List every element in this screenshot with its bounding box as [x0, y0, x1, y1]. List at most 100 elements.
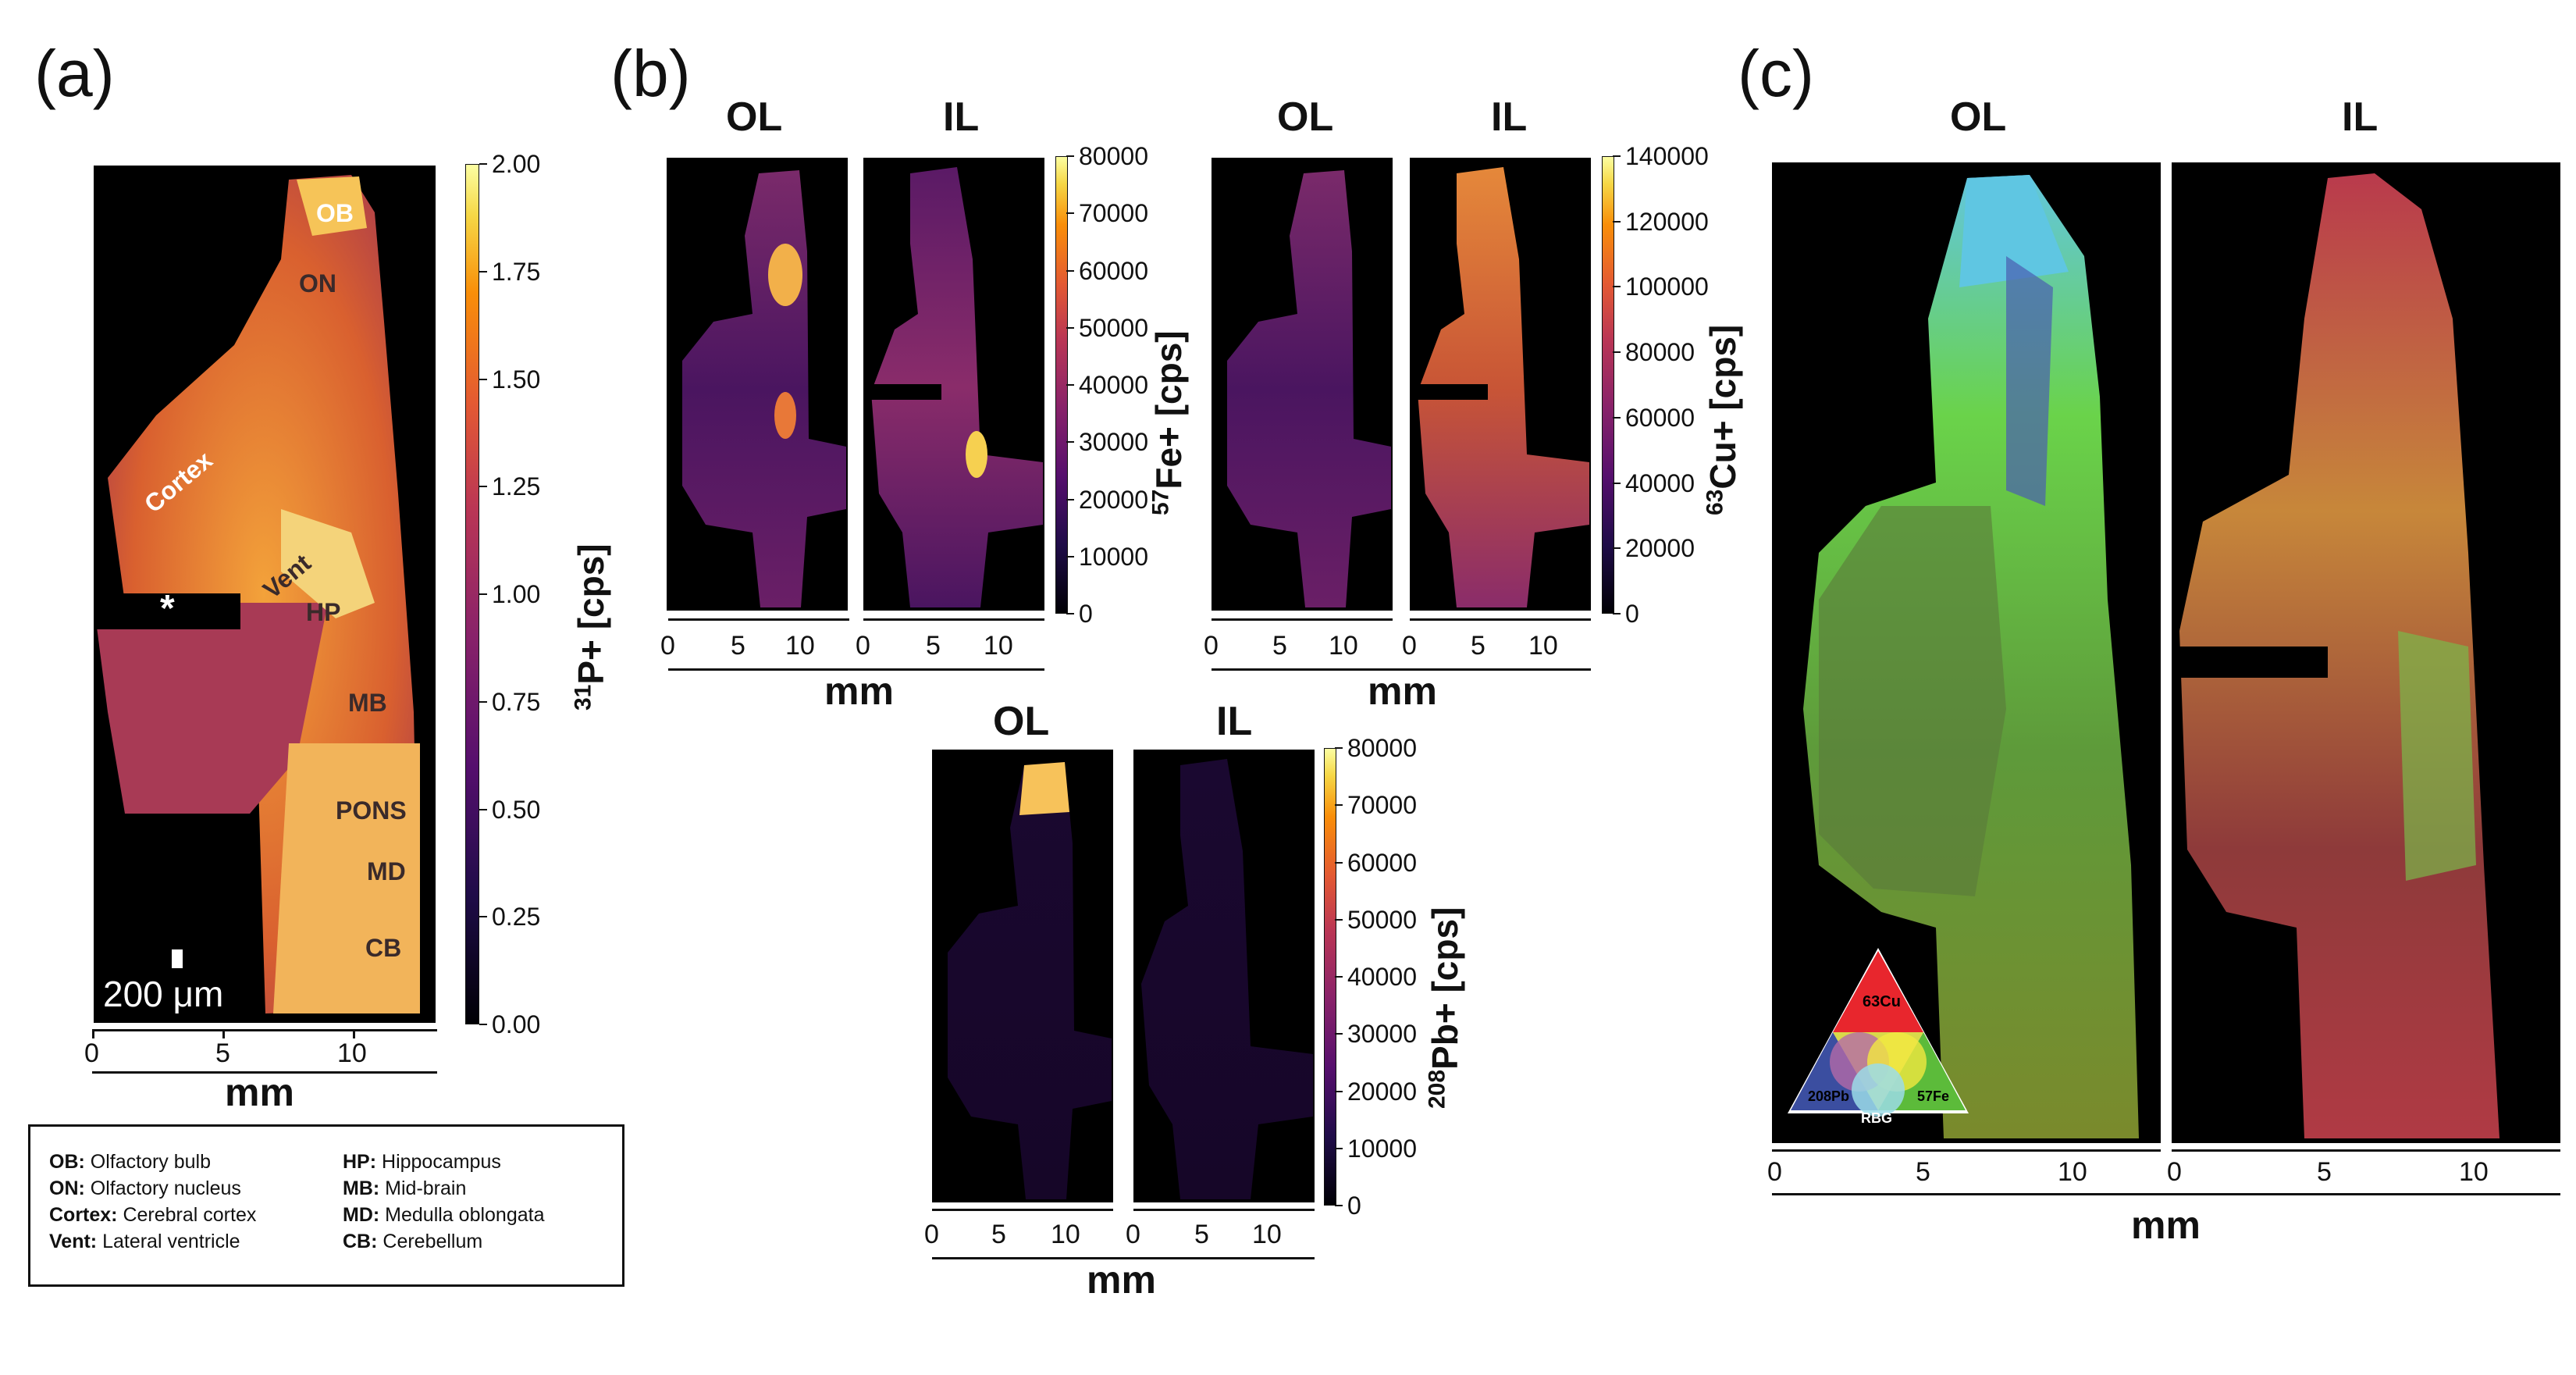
cu-ol-x-axis [1212, 618, 1393, 621]
fe-colorbar-ticks: 80000 70000 60000 50000 40000 30000 20000 10000… [1066, 142, 1165, 628]
pb-ol-x-axis [932, 1209, 1113, 1211]
panel-a-colorbar-label: 31P+ [cps] [570, 543, 611, 711]
cu-tick: 5 [1471, 631, 1485, 661]
cu-il-x-axis [1410, 618, 1591, 621]
pb-tick: 0 [1126, 1220, 1140, 1249]
colorbar-tick-mark [1066, 441, 1074, 443]
colorbar-tick-label: 70000 [1347, 791, 1417, 820]
colorbar-tick-label: 0.50 [492, 795, 541, 824]
colorbar-tick-label: 10000 [1079, 542, 1148, 571]
colorbar-tick-mark [1335, 1090, 1343, 1092]
cu-colorbar [1602, 156, 1614, 614]
legend-item: HP: Hippocampus [343, 1151, 501, 1173]
legend-item: Cortex: Cerebral cortex [49, 1204, 257, 1226]
region-md: MD [367, 857, 406, 885]
cu-il-image [1410, 158, 1591, 611]
colorbar-tick-mark [1335, 861, 1343, 864]
colorbar-tick-mark [479, 1024, 487, 1025]
colorbar-tick-mark [1066, 326, 1074, 329]
region-pons: PONS [336, 796, 407, 825]
c-header-il: IL [2342, 94, 2379, 140]
pb-colorbar-ticks: 80000 70000 60000 50000 40000 30000 20000 10000… [1335, 734, 1433, 1220]
cu-colorbar-label: 63Cu+ [cps] [1702, 324, 1743, 515]
colorbar-tick-label: 60000 [1079, 256, 1148, 285]
colorbar-tick-label: 100000 [1625, 273, 1709, 301]
pb-tick: 10 [1051, 1220, 1080, 1249]
panel-a-tick-label-0: 0 [84, 1038, 99, 1068]
fe-ol-x-axis [668, 618, 849, 621]
panel-a-tick-0 [92, 1029, 94, 1038]
fe-tick: 0 [660, 631, 675, 661]
colorbar-tick-mark [1335, 1147, 1343, 1149]
asterisk-mark: * [160, 588, 175, 629]
c-tick: 5 [1916, 1157, 1930, 1187]
colorbar-tick-mark [479, 593, 487, 595]
colorbar-tick-label: 20000 [1079, 485, 1148, 514]
colorbar-tick-label: 30000 [1079, 428, 1148, 457]
pb-header-il: IL [1216, 699, 1253, 744]
c-ol-x-axis [1772, 1149, 2161, 1152]
colorbar-tick-mark [1613, 613, 1621, 614]
colorbar-tick-mark [1613, 220, 1621, 223]
colorbar-tick-mark [479, 808, 487, 810]
colorbar-tick-mark [1335, 747, 1343, 749]
cu-x-title: mm [1368, 669, 1437, 713]
colorbar-tick-mark [1613, 286, 1621, 288]
cu-tick: 0 [1204, 631, 1219, 661]
c-mm-bar [1772, 1193, 2560, 1195]
colorbar-tick-label: 0.75 [492, 687, 541, 716]
colorbar-tick-label: 20000 [1347, 1077, 1417, 1106]
colorbar-tick-label: 60000 [1625, 403, 1695, 432]
legend-col2: HP: Hippocampus MB: Mid-brain MD: Medull… [343, 1149, 545, 1255]
colorbar-tick-label: 0 [1625, 600, 1639, 628]
fe-ol-image [667, 158, 848, 611]
panel-c-label: (c) [1738, 37, 1814, 110]
colorbar-tick-label: 40000 [1625, 468, 1695, 497]
fe-il-image [863, 158, 1044, 611]
colorbar-tick-mark [1066, 155, 1074, 157]
legend-col1: OB: Olfactory bulb ON: Olfactory nucleus… [49, 1149, 256, 1255]
panel-a-x-axis [92, 1029, 437, 1031]
cu-tick: 10 [1329, 631, 1358, 661]
colorbar-tick-label: 1.75 [492, 257, 541, 286]
colorbar-tick-mark [479, 486, 487, 488]
fe-header-il: IL [943, 94, 980, 140]
colorbar-tick-label: 0.00 [492, 1010, 541, 1038]
legend-item: MD: Medulla oblongata [343, 1204, 545, 1226]
region-mb: MB [348, 689, 387, 717]
c-tick: 10 [2058, 1157, 2087, 1187]
colorbar-tick-mark [1335, 918, 1343, 921]
legend-item: OB: Olfactory bulb [49, 1151, 212, 1173]
fe-x-title: mm [824, 669, 894, 713]
colorbar-tick-label: 1.50 [492, 365, 541, 394]
fe-colorbar-label: 57Fe+ [cps] [1147, 330, 1189, 515]
c-tick: 0 [2167, 1157, 2182, 1187]
colorbar-tick-label: 2.00 [492, 150, 541, 178]
legend-item: MB: Mid-brain [343, 1177, 467, 1199]
panel-a-x-title: mm [225, 1070, 294, 1114]
colorbar-tick-label: 0 [1347, 1192, 1361, 1220]
fe-tick: 0 [856, 631, 870, 661]
fe-header-ol: OL [726, 94, 783, 140]
colorbar-tick-mark [1335, 1033, 1343, 1035]
c-tick: 0 [1767, 1157, 1782, 1187]
colorbar-tick-mark [1066, 269, 1074, 272]
rgb-triangle: 63Cu 208Pb 57Fe RBG [1784, 945, 1972, 1126]
pb-tick: 10 [1252, 1220, 1282, 1249]
panel-a-mm-bar [92, 1071, 437, 1074]
c-ol-image [1772, 162, 2161, 1143]
panel-a-tick-10 [353, 1029, 355, 1038]
pb-colorbar [1324, 748, 1336, 1206]
region-hp: HP [306, 598, 341, 626]
pb-tick: 0 [924, 1220, 939, 1249]
c-tick: 5 [2317, 1157, 2332, 1187]
fe-tick: 10 [984, 631, 1013, 661]
colorbar-tick-mark [479, 163, 487, 165]
colorbar-tick-mark [479, 270, 487, 273]
colorbar-tick-mark [1613, 155, 1621, 157]
c-x-title: mm [2131, 1203, 2201, 1247]
colorbar-tick-label: 20000 [1625, 534, 1695, 563]
pb-mm-bar [932, 1257, 1315, 1259]
colorbar-tick-label: 0.25 [492, 903, 541, 932]
colorbar-tick-label: 30000 [1347, 1020, 1417, 1049]
